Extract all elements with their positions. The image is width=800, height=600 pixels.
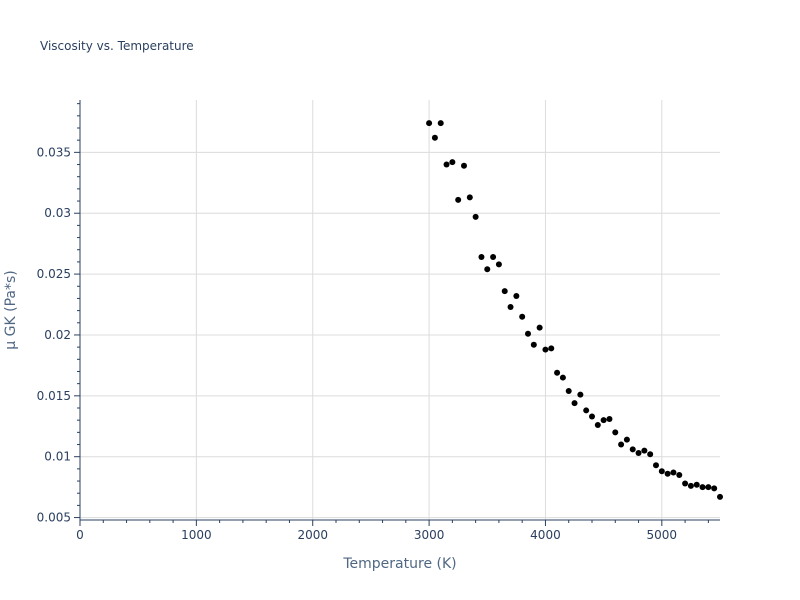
x-tick-label: 1000 bbox=[181, 528, 212, 542]
data-point bbox=[612, 429, 619, 436]
data-point bbox=[594, 422, 601, 429]
data-point bbox=[670, 469, 677, 476]
y-tick-label: 0.005 bbox=[37, 511, 71, 525]
data-point bbox=[705, 484, 712, 491]
y-axis-title: μ GK (Pa*s) bbox=[3, 270, 19, 349]
data-point bbox=[606, 415, 613, 422]
data-point bbox=[647, 451, 654, 458]
data-point bbox=[501, 288, 508, 295]
data-point bbox=[507, 303, 514, 310]
x-tick-label: 5000 bbox=[647, 528, 678, 542]
data-point bbox=[565, 387, 572, 394]
y-tick-label: 0.025 bbox=[37, 267, 71, 281]
chart-title: Viscosity vs. Temperature bbox=[40, 39, 194, 53]
y-tick-label: 0.03 bbox=[44, 206, 71, 220]
data-point bbox=[693, 481, 700, 488]
data-point bbox=[635, 450, 642, 457]
y-tick-label: 0.02 bbox=[44, 328, 71, 342]
data-point bbox=[490, 254, 497, 261]
data-point bbox=[542, 346, 549, 353]
y-gridlines bbox=[80, 151, 720, 519]
data-point bbox=[589, 413, 595, 420]
data-point bbox=[478, 254, 485, 261]
data-point bbox=[583, 407, 590, 414]
x-gridlines bbox=[195, 100, 663, 520]
data-point bbox=[699, 484, 706, 491]
data-point bbox=[513, 293, 520, 299]
data-point bbox=[472, 213, 479, 220]
data-point bbox=[554, 369, 561, 376]
data-point bbox=[577, 391, 584, 398]
data-point bbox=[536, 324, 543, 331]
y-tick-label: 0.015 bbox=[37, 389, 71, 403]
data-point bbox=[600, 417, 607, 424]
data-point bbox=[484, 266, 491, 273]
data-point bbox=[676, 471, 683, 478]
data-point bbox=[548, 345, 555, 352]
data-point bbox=[426, 120, 433, 127]
data-point bbox=[519, 313, 526, 320]
data-point bbox=[461, 162, 467, 169]
data-point bbox=[717, 493, 723, 500]
data-point bbox=[525, 330, 531, 337]
data-point bbox=[664, 470, 671, 477]
data-point bbox=[443, 161, 450, 168]
data-point bbox=[466, 194, 473, 201]
y-tick-label: 0.035 bbox=[37, 145, 71, 159]
data-point bbox=[653, 462, 659, 469]
data-point bbox=[641, 447, 648, 454]
data-point bbox=[530, 341, 537, 348]
data-point bbox=[559, 374, 566, 381]
x-axis-title: Temperature (K) bbox=[342, 556, 456, 572]
data-point bbox=[658, 468, 665, 475]
y-axis-ticks: 0.005 0.01 0.015 0.02 0.025 0.03 0.035 bbox=[37, 103, 80, 525]
data-point bbox=[687, 482, 694, 489]
data-point bbox=[455, 196, 462, 203]
data-point bbox=[682, 480, 689, 487]
data-point bbox=[571, 400, 578, 407]
x-tick-label: 3000 bbox=[414, 528, 445, 542]
data-point bbox=[623, 436, 630, 443]
x-tick-label: 0 bbox=[76, 528, 84, 542]
data-point bbox=[495, 261, 502, 268]
data-point bbox=[629, 446, 636, 453]
data-point bbox=[449, 159, 456, 166]
data-point bbox=[437, 120, 444, 127]
data-point bbox=[431, 134, 438, 141]
data-point bbox=[618, 441, 625, 448]
data-points bbox=[426, 120, 723, 500]
x-axis-ticks: 0 1000 2000 3000 4000 5000 bbox=[76, 520, 709, 542]
x-tick-label: 4000 bbox=[530, 528, 561, 542]
x-tick-label: 2000 bbox=[297, 528, 328, 542]
y-tick-label: 0.01 bbox=[44, 450, 71, 464]
data-point bbox=[711, 485, 718, 492]
